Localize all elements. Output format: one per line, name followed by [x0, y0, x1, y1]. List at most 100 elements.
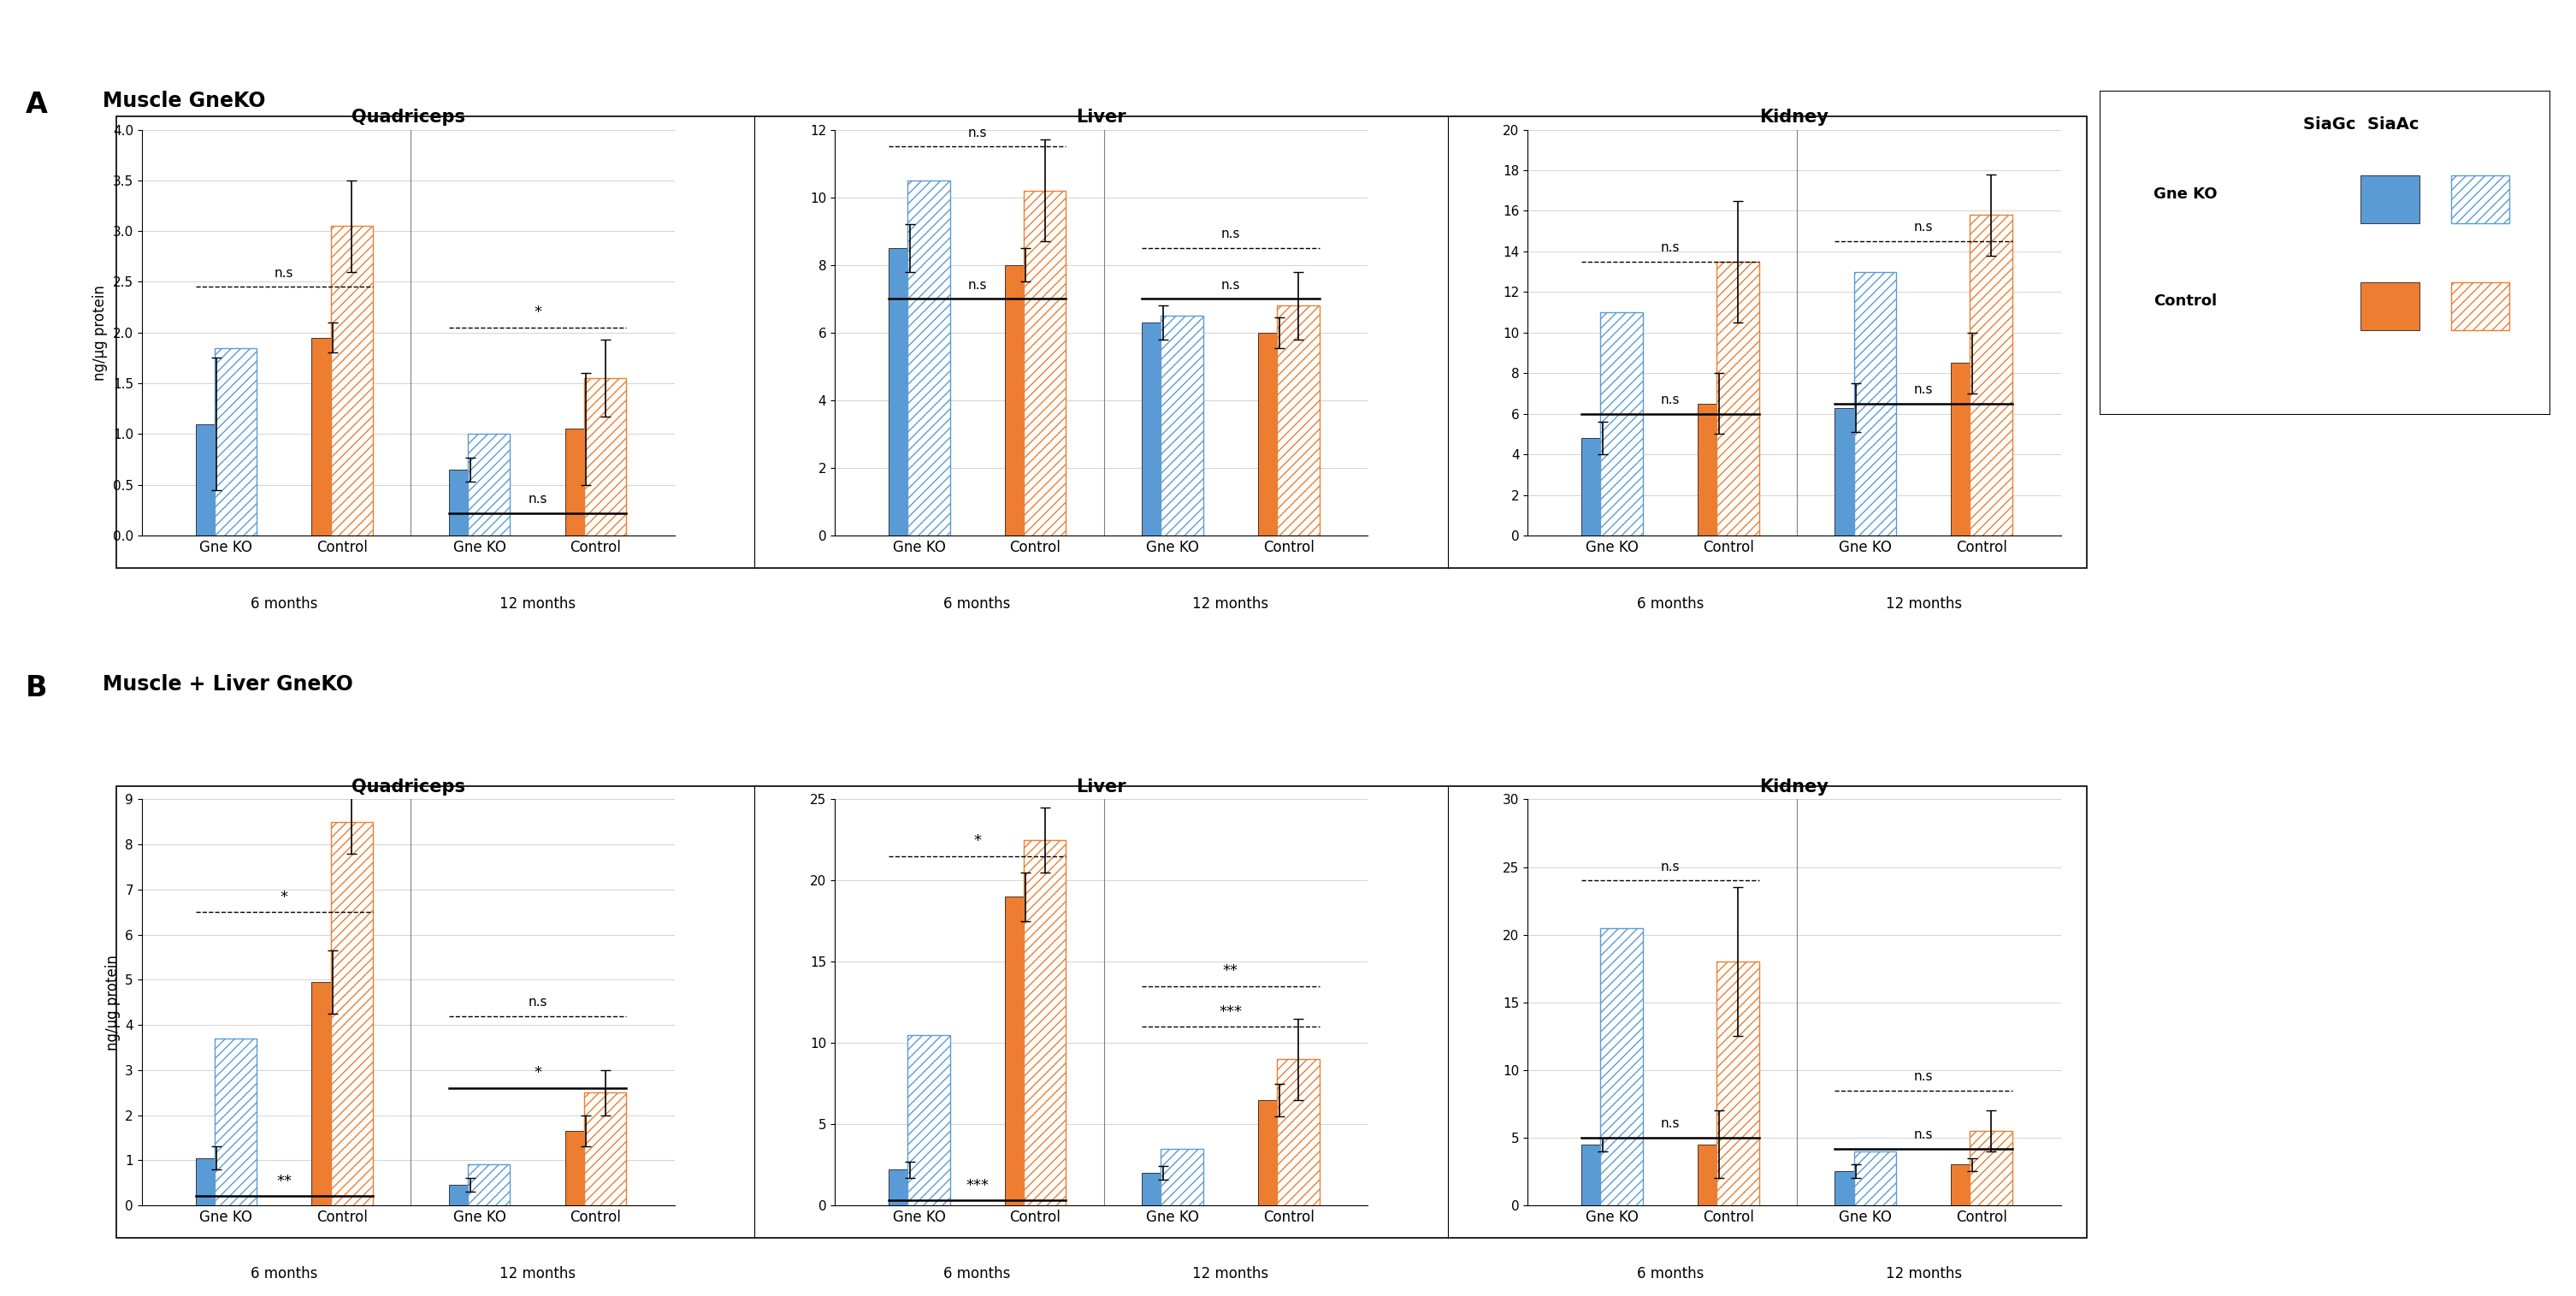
Text: 12 months: 12 months — [1193, 1266, 1267, 1282]
Bar — [889, 248, 930, 535]
Bar — [1716, 262, 1759, 535]
Text: n.s: n.s — [1662, 241, 1680, 254]
Text: 12 months: 12 months — [500, 1266, 574, 1282]
Bar — [1023, 191, 1066, 535]
Bar — [1162, 316, 1203, 535]
Text: **: ** — [276, 1174, 291, 1188]
Bar — [448, 469, 492, 535]
Text: n.s: n.s — [1914, 384, 1932, 397]
Text: 12 months: 12 months — [1886, 1266, 1963, 1282]
Bar — [214, 347, 258, 535]
Text: 12 months: 12 months — [1193, 596, 1267, 612]
Text: 6 months: 6 months — [943, 596, 1010, 612]
Bar — [2360, 283, 2419, 330]
Bar — [1950, 363, 1994, 535]
Text: 6 months: 6 months — [1636, 1266, 1703, 1282]
Bar — [564, 1131, 608, 1205]
Title: Kidney: Kidney — [1759, 109, 1829, 126]
Y-axis label: ng/µg protein: ng/µg protein — [106, 954, 121, 1050]
Text: *: * — [974, 833, 981, 849]
Bar — [907, 180, 951, 535]
Bar — [330, 226, 374, 535]
Text: n.s: n.s — [1221, 228, 1239, 241]
Bar — [585, 1093, 626, 1205]
Bar — [1141, 1173, 1185, 1205]
Text: 6 months: 6 months — [1636, 596, 1703, 612]
Text: B: B — [26, 674, 46, 702]
Bar — [469, 434, 510, 535]
Bar — [1950, 1165, 1994, 1205]
Bar — [330, 822, 374, 1205]
Bar — [469, 1165, 510, 1205]
Bar — [1600, 928, 1643, 1205]
Bar — [907, 1034, 951, 1205]
Bar — [585, 378, 626, 535]
Text: Control: Control — [2154, 294, 2218, 308]
Bar — [1971, 1131, 2012, 1205]
Bar — [2452, 175, 2509, 223]
Text: n.s: n.s — [1914, 222, 1932, 233]
Text: n.s: n.s — [969, 279, 987, 292]
Text: 6 months: 6 months — [943, 1266, 1010, 1282]
Bar — [1971, 215, 2012, 535]
Bar — [1716, 962, 1759, 1205]
Text: ***: *** — [966, 1178, 989, 1194]
Title: Quadriceps: Quadriceps — [350, 109, 466, 126]
Text: n.s: n.s — [1914, 1070, 1932, 1083]
Bar — [889, 1169, 930, 1205]
Text: A: A — [26, 91, 49, 119]
Text: n.s: n.s — [276, 267, 294, 280]
Bar — [1257, 1100, 1301, 1205]
Bar — [1582, 438, 1623, 535]
Bar — [1005, 897, 1046, 1205]
Text: Muscle GneKO: Muscle GneKO — [103, 91, 265, 111]
Bar — [1023, 840, 1066, 1205]
Text: n.s: n.s — [969, 127, 987, 139]
Bar — [1257, 333, 1301, 535]
Text: *: * — [533, 1065, 541, 1081]
Bar — [1600, 312, 1643, 535]
Bar — [2452, 283, 2509, 330]
Text: n.s: n.s — [1662, 1117, 1680, 1130]
Bar — [1855, 272, 1896, 535]
Bar — [214, 1038, 258, 1205]
Text: n.s: n.s — [1662, 394, 1680, 407]
Bar — [2360, 175, 2419, 223]
Text: 6 months: 6 months — [250, 596, 317, 612]
Text: 12 months: 12 months — [1886, 596, 1963, 612]
Text: *: * — [281, 889, 289, 905]
Bar — [312, 982, 353, 1205]
Bar — [1005, 264, 1046, 535]
Text: 6 months: 6 months — [250, 1266, 317, 1282]
Y-axis label: ng/µg protein: ng/µg protein — [93, 285, 108, 381]
Text: 12 months: 12 months — [500, 596, 574, 612]
Bar — [1698, 1144, 1739, 1205]
Text: **: ** — [1224, 963, 1239, 978]
Bar — [448, 1185, 492, 1205]
Text: n.s: n.s — [1221, 279, 1239, 292]
Text: n.s: n.s — [1662, 861, 1680, 874]
Text: SiaGc  SiaAc: SiaGc SiaAc — [2303, 117, 2419, 133]
Text: ***: *** — [1218, 1004, 1242, 1020]
Bar — [1855, 1151, 1896, 1205]
Bar — [1834, 408, 1878, 535]
Bar — [196, 1157, 237, 1205]
Text: n.s: n.s — [528, 492, 546, 505]
Text: Muscle + Liver GneKO: Muscle + Liver GneKO — [103, 674, 353, 695]
Bar — [564, 429, 608, 535]
Bar — [196, 424, 237, 535]
Bar — [1162, 1148, 1203, 1205]
Text: Gne KO: Gne KO — [2154, 187, 2218, 202]
Bar — [1278, 1059, 1319, 1205]
Bar — [1698, 403, 1739, 535]
Text: n.s: n.s — [528, 995, 546, 1008]
Text: n.s: n.s — [1914, 1129, 1932, 1142]
Title: Liver: Liver — [1077, 109, 1126, 126]
Title: Quadriceps: Quadriceps — [350, 779, 466, 796]
Bar — [1582, 1144, 1623, 1205]
Title: Kidney: Kidney — [1759, 779, 1829, 796]
Bar — [1278, 306, 1319, 535]
Bar — [1141, 323, 1185, 535]
Title: Liver: Liver — [1077, 779, 1126, 796]
Text: *: * — [533, 305, 541, 320]
